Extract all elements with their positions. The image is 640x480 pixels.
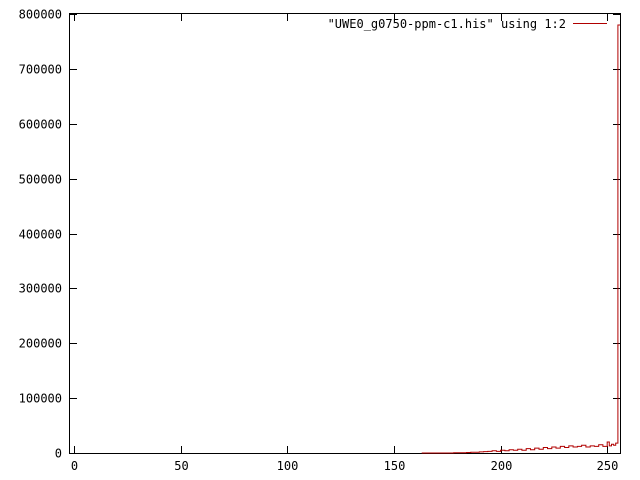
x-tick-label: 50 xyxy=(174,459,188,473)
y-tick-label: 100000 xyxy=(19,392,62,406)
x-tick-label: 250 xyxy=(597,459,619,473)
x-tick-labels: 0 50 100 150 200 250 xyxy=(71,459,618,473)
legend: "UWE0_g0750-ppm-c1.his" using 1:2 xyxy=(328,17,607,31)
y-tick-label: 200000 xyxy=(19,337,62,351)
y-tick-label: 300000 xyxy=(19,282,62,296)
y-tick-label: 600000 xyxy=(19,118,62,132)
x-tick-label: 100 xyxy=(277,459,299,473)
y-tick-label: 0 xyxy=(55,447,62,461)
series-layer xyxy=(421,24,620,454)
x-tick-label: 200 xyxy=(491,459,513,473)
x-tick-label: 0 xyxy=(71,459,78,473)
y-tick-label: 800000 xyxy=(19,8,62,22)
series-line xyxy=(421,24,620,454)
x-tick-label: 150 xyxy=(384,459,406,473)
plot-frame xyxy=(69,13,621,454)
y-tick-label: 400000 xyxy=(19,228,62,242)
y-tick-label: 500000 xyxy=(19,173,62,187)
y-tick-label: 700000 xyxy=(19,63,62,77)
y-tick-labels: 0 100000 200000 300000 400000 500000 600000 700… xyxy=(19,8,62,461)
legend-label: "UWE0_g0750-ppm-c1.his" using 1:2 xyxy=(328,17,566,31)
axis-ticks xyxy=(70,14,620,454)
